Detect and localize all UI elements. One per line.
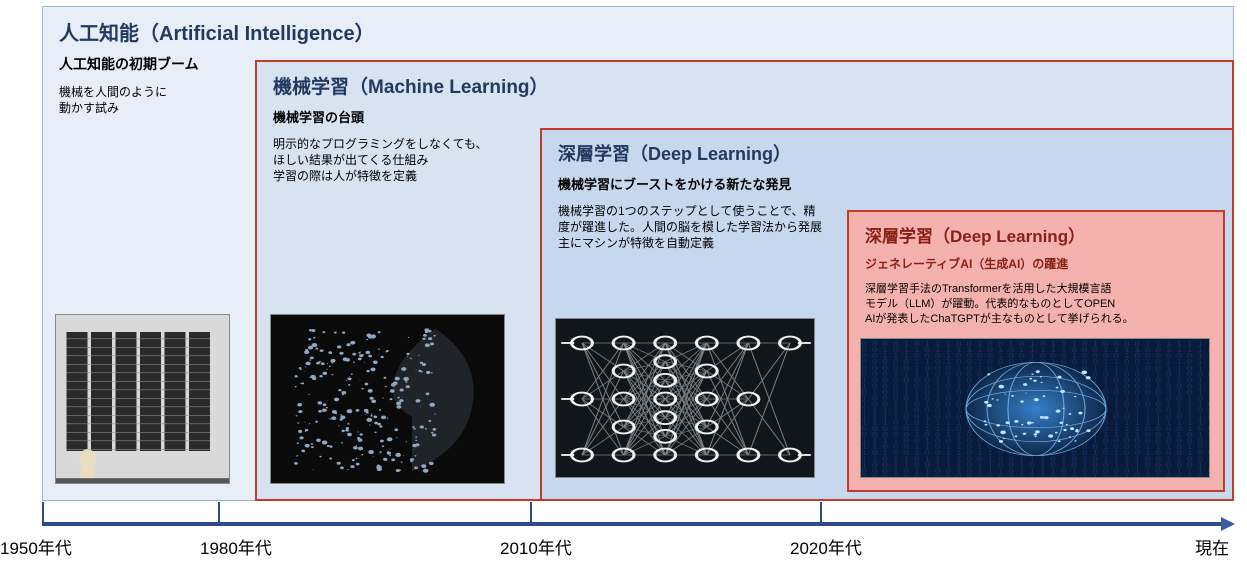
svg-text:1: 1 bbox=[893, 474, 899, 478]
svg-text:1: 1 bbox=[1029, 474, 1035, 478]
illustration-ml_img bbox=[270, 314, 505, 484]
panel-gen-title: 深層学習（Deep Learning） bbox=[865, 222, 1207, 247]
timeline-label-0: 1950年代 bbox=[0, 534, 72, 559]
svg-text:0: 0 bbox=[1113, 474, 1119, 478]
timeline-label-1: 1980年代 bbox=[200, 534, 272, 559]
illustration-ai_img bbox=[55, 314, 230, 484]
svg-text:1: 1 bbox=[1061, 474, 1067, 478]
svg-text:0: 0 bbox=[1166, 474, 1172, 478]
illustration-gen_img: 0000101110010010101110100001111111001011… bbox=[860, 338, 1210, 478]
svg-text:0: 0 bbox=[1071, 474, 1077, 478]
svg-text:0: 0 bbox=[987, 474, 993, 478]
timeline-label-2: 2010年代 bbox=[500, 534, 572, 559]
timeline-tick-2 bbox=[530, 502, 532, 522]
panel-ai-title: 人工知能（Artificial Intelligence） bbox=[59, 17, 1217, 46]
svg-text:0: 0 bbox=[872, 474, 878, 478]
illustration-dl_img bbox=[555, 318, 815, 478]
svg-text:0: 0 bbox=[1008, 474, 1014, 478]
svg-text:0: 0 bbox=[882, 474, 888, 478]
panel-dl-subtitle: 機械学習にブーストをかける新たな発見 bbox=[558, 174, 1216, 193]
svg-text:0: 0 bbox=[1103, 474, 1109, 478]
svg-text:1: 1 bbox=[1040, 474, 1046, 478]
timeline-label-3: 2020年代 bbox=[790, 534, 862, 559]
svg-text:1: 1 bbox=[1124, 474, 1130, 478]
panel-ml-subtitle: 機械学習の台頭 bbox=[273, 107, 1216, 126]
svg-text:0: 0 bbox=[956, 474, 962, 478]
panel-dl-title: 深層学習（Deep Learning） bbox=[558, 140, 1216, 166]
svg-text:1: 1 bbox=[1155, 474, 1161, 478]
svg-text:0: 0 bbox=[1050, 474, 1056, 478]
panel-gen-desc: 深層学習手法のTransformerを活用した大規模言語 モデル（LLM）が躍動… bbox=[865, 282, 1207, 327]
timeline-tick-3 bbox=[820, 502, 822, 522]
timeline-tick-1 bbox=[218, 502, 220, 522]
svg-text:0: 0 bbox=[935, 474, 941, 478]
svg-text:1: 1 bbox=[1082, 474, 1088, 478]
svg-text:0: 0 bbox=[1145, 474, 1151, 478]
svg-text:0: 0 bbox=[1197, 474, 1203, 478]
svg-text:0: 0 bbox=[914, 474, 920, 478]
svg-text:1: 1 bbox=[1208, 474, 1211, 478]
svg-text:0: 0 bbox=[903, 474, 909, 478]
timeline-axis bbox=[0, 514, 1247, 544]
svg-text:1: 1 bbox=[1092, 474, 1098, 478]
svg-text:0: 0 bbox=[861, 474, 867, 478]
svg-text:0: 0 bbox=[977, 474, 983, 478]
svg-text:0: 0 bbox=[1134, 474, 1140, 478]
timeline-tick-0 bbox=[42, 502, 44, 522]
svg-text:0: 0 bbox=[945, 474, 951, 478]
svg-text:0: 0 bbox=[966, 474, 972, 478]
panel-ml-title: 機械学習（Machine Learning） bbox=[273, 72, 1216, 99]
svg-text:0: 0 bbox=[998, 474, 1004, 478]
timeline-label-4: 現在 bbox=[1195, 534, 1229, 559]
panel-gen-subtitle: ジェネレーティブAI（生成AI）の躍進 bbox=[865, 255, 1207, 272]
svg-text:1: 1 bbox=[1019, 474, 1025, 478]
svg-text:1: 1 bbox=[1187, 474, 1193, 478]
svg-text:0: 0 bbox=[1176, 474, 1182, 478]
svg-text:1: 1 bbox=[924, 474, 930, 478]
